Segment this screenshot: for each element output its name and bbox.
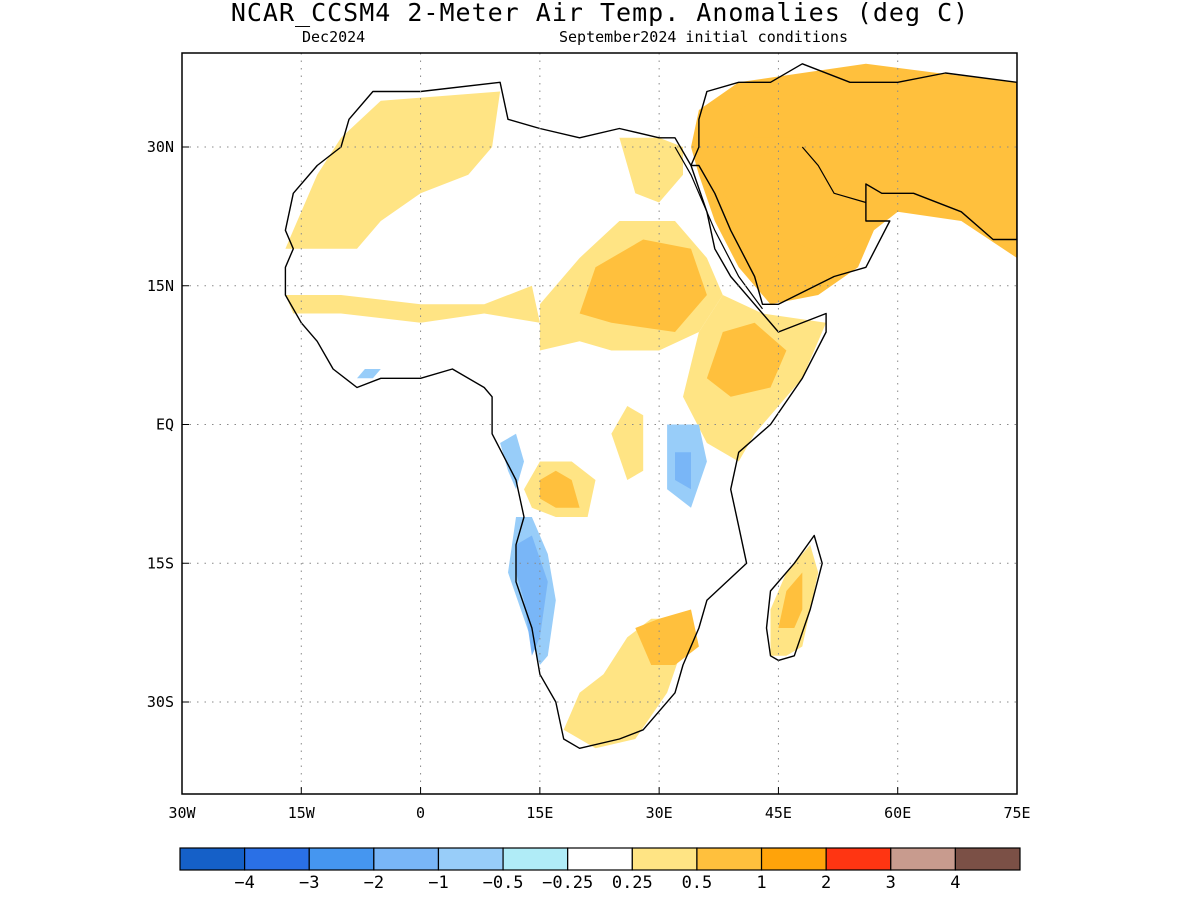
axis-tick-layer: 30W 15W 0 15E 30E 45E 60E 75E 30N 15N EQ 15S 30S bbox=[147, 138, 1031, 822]
colorbar-swatch bbox=[308, 847, 375, 871]
lat-tick-label-15N: 15N bbox=[147, 277, 174, 295]
lon-tick-label-15E: 15E bbox=[526, 804, 553, 822]
lon-tick-label-75E: 75E bbox=[1003, 804, 1030, 822]
colorbar-label: −3 bbox=[299, 873, 319, 893]
page-title: NCAR_CCSM4 2-Meter Air Temp. Anomalies (… bbox=[230, 0, 970, 27]
anomaly-region-zimbabwe-mozambique bbox=[635, 609, 699, 665]
lon-tick-label-0: 0 bbox=[416, 804, 425, 822]
colorbar-swatch bbox=[696, 847, 763, 871]
anomaly-region-angola-coast-cool bbox=[500, 433, 524, 490]
madagascar-coastline bbox=[765, 534, 823, 662]
anomaly-region-arabia-core bbox=[722, 147, 866, 258]
colorbar-swatch bbox=[825, 847, 892, 871]
colorbar-swatch bbox=[502, 847, 569, 871]
colorbar-label: 2 bbox=[821, 873, 831, 893]
colorbar-label: −0.25 bbox=[542, 873, 593, 893]
anomaly-region-guinea-coast-cool bbox=[357, 369, 381, 379]
lon-tick-label-45E: 45E bbox=[765, 804, 792, 822]
colorbar-swatch bbox=[890, 847, 956, 871]
anomaly-region-madagascar-core bbox=[778, 572, 803, 628]
colorbar-label: −2 bbox=[364, 873, 384, 893]
colorbar-swatch bbox=[179, 847, 246, 871]
anomaly-region-sudan-core bbox=[579, 239, 707, 332]
anomaly-region-libya-egypt-north bbox=[619, 137, 683, 203]
lat-tick-label-EQ: EQ bbox=[156, 416, 174, 434]
anomaly-region-congo-warm bbox=[611, 406, 644, 480]
colorbar-label: −4 bbox=[234, 873, 254, 893]
colorbar-label: 3 bbox=[886, 873, 896, 893]
colorbar-label: 0.5 bbox=[682, 873, 713, 893]
colorbar-swatch bbox=[373, 847, 440, 871]
initial-conditions: September2024 initial conditions bbox=[559, 28, 848, 46]
colorbar-label: 1 bbox=[756, 873, 766, 893]
lat-tick-label-30N: 30N bbox=[147, 138, 174, 156]
lat-tick-label-30S: 30S bbox=[147, 693, 174, 711]
anomaly-region-namibia-core-cool bbox=[516, 535, 548, 656]
colorbar-swatch bbox=[244, 847, 310, 871]
colorbar-label: −1 bbox=[428, 873, 448, 893]
coastline-layer bbox=[284, 63, 1017, 749]
lon-tick-label-15W: 15W bbox=[288, 804, 316, 822]
colorbar-swatch bbox=[567, 847, 633, 871]
anomaly-region-tanzania-core-cool bbox=[675, 452, 691, 490]
red-sea-coastline bbox=[674, 146, 763, 310]
lon-tick-label-60E: 60E bbox=[884, 804, 911, 822]
anomaly-region-ethiopia-core bbox=[706, 322, 787, 397]
anomaly-region-angola-hot bbox=[539, 470, 580, 508]
anomaly-region-west-africa-strip bbox=[285, 285, 540, 323]
africa-coastline bbox=[284, 81, 827, 749]
lon-tick-label-30W: 30W bbox=[168, 804, 196, 822]
colorbar-swatch bbox=[437, 847, 504, 871]
colorbar: −4 −3 −2 −1 −0.5 −0.25 0.25 0.5 1 2 3 4 bbox=[179, 847, 1021, 893]
anomaly-region-northwest sahara-core bbox=[317, 165, 389, 231]
forecast-month: Dec2024 bbox=[302, 28, 366, 46]
colorbar-swatch bbox=[954, 847, 1021, 871]
colorbar-label: 4 bbox=[950, 873, 960, 893]
map-frame bbox=[181, 52, 1018, 795]
colorbar-swatch bbox=[760, 847, 827, 871]
gulf-coastline bbox=[801, 146, 867, 204]
colorbar-swatch bbox=[631, 847, 698, 871]
colorbar-label: 0.25 bbox=[612, 873, 653, 893]
anomaly-region-iraq-iran-high bbox=[738, 91, 858, 147]
lat-tick-label-15S: 15S bbox=[147, 554, 174, 572]
colorbar-label: −0.5 bbox=[483, 873, 524, 893]
anomaly-layer bbox=[285, 63, 1017, 749]
arabia-coastline bbox=[690, 63, 1017, 305]
lon-tick-label-30E: 30E bbox=[646, 804, 673, 822]
